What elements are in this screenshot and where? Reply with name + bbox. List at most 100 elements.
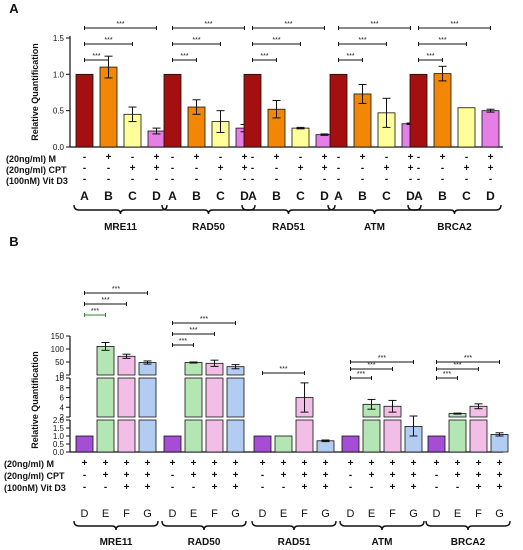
sign-b-0-0-1: + [103, 458, 109, 469]
sign-a-1-0-2: - [219, 152, 222, 163]
sign-a-0-2-1: - [107, 174, 110, 185]
sig-b-4-3-label: *** [464, 355, 472, 362]
sig-b-0-3-label: *** [112, 286, 120, 293]
treatment-label-b-2: (100nM) Vit D3 [4, 483, 66, 493]
sign-b-3-0-1: + [369, 458, 375, 469]
bar-letter-b-4-3: G [495, 508, 504, 520]
sign-a-4-2-0: - [417, 174, 420, 185]
sign-b-4-0-2: + [476, 458, 482, 469]
y-tick-label-b-8: 8 [60, 384, 65, 393]
sign-a-4-0-3: + [488, 152, 494, 163]
sign-b-1-2-0: - [171, 482, 174, 493]
sig-a-3-3-label: *** [370, 21, 378, 28]
sig-a-1-3-label: *** [204, 21, 212, 28]
panel-label-b: B [9, 234, 18, 249]
bar-a-rad50-a [163, 73, 182, 148]
sig-a-4-1-label: *** [426, 53, 434, 60]
bar-letter-a-4-2: C [462, 189, 471, 203]
sign-a-4-2-2: - [465, 174, 468, 185]
bar-letter-b-2-0: D [259, 508, 267, 520]
bar-b-mre11-g [138, 419, 157, 453]
sign-a-3-2-2: - [385, 174, 388, 185]
y-tick-label-b-7: 6 [60, 394, 65, 403]
bar-b-rad50-g-mid [226, 377, 245, 418]
panel-b: B0.00.51.01.52.0246810050100150Relative … [4, 234, 511, 548]
bar-letter-a-2-0: A [248, 189, 257, 203]
sign-a-3-0-1: + [360, 152, 366, 163]
sign-a-1-2-3: - [243, 174, 246, 185]
sign-b-4-2-2: + [476, 482, 482, 493]
sign-a-1-0-0: - [171, 152, 174, 163]
y-tick-label-a-0: 0.0 [53, 143, 65, 152]
bar-letter-b-0-0: D [81, 508, 89, 520]
group-label-a-1: RAD50 [192, 222, 225, 233]
bar-letter-a-4-1: B [438, 189, 447, 203]
sign-a-4-0-2: - [465, 152, 468, 163]
sign-a-1-1-3: + [242, 163, 248, 174]
bar-b-rad50-f-mid [205, 377, 224, 418]
treatment-label-b-0: (20ng/ml) M [4, 459, 54, 469]
sign-b-3-0-2: + [390, 458, 396, 469]
sign-a-2-2-0: - [251, 174, 254, 185]
bar-letter-b-4-1: E [454, 508, 461, 520]
y-tick-label-a-3: 1.5 [53, 34, 65, 43]
sig-a-3-1-label: *** [346, 53, 354, 60]
bar-a-rad51-a [243, 73, 262, 148]
sign-b-0-2-3: + [145, 482, 151, 493]
bar-letter-a-3-2: C [382, 189, 391, 203]
sign-a-2-0-1: + [274, 152, 280, 163]
sign-a-0-0-0: - [83, 152, 86, 163]
sig-b-3-2-label: *** [367, 362, 375, 369]
bar-a-mre11-b [99, 66, 118, 148]
bar-letter-a-0-3: D [152, 189, 161, 203]
bar-b-mre11-e-mid [96, 377, 115, 418]
bar-letter-a-2-2: C [296, 189, 305, 203]
sig-a-0-2-label: *** [104, 37, 112, 44]
sign-a-0-2-0: - [83, 174, 86, 185]
bar-b-atm-d [341, 435, 360, 453]
sign-a-2-2-2: - [299, 174, 302, 185]
bar-b-brca2-f [469, 419, 488, 453]
sign-b-2-1-0: - [261, 470, 264, 481]
bar-b-atm-e [362, 419, 381, 453]
sign-b-2-2-2: + [302, 482, 308, 493]
y-tick-label-b-0: 0.0 [53, 448, 65, 457]
sign-b-2-0-2: + [302, 458, 308, 469]
sig-a-3-2-label: *** [358, 37, 366, 44]
sign-b-3-0-0: + [348, 458, 354, 469]
sign-b-4-2-1: - [456, 482, 459, 493]
sig-a-0-3-label: *** [116, 21, 124, 28]
sign-b-3-1-1: + [369, 470, 375, 481]
sign-b-2-0-3: + [323, 458, 329, 469]
bar-letter-b-2-1: E [280, 508, 287, 520]
y-tick-label-b-3: 1.5 [53, 424, 65, 433]
sign-a-0-0-3: + [154, 152, 160, 163]
bar-b-rad50-e-upper [184, 362, 203, 376]
bar-letter-b-0-3: G [143, 508, 152, 520]
sign-b-2-2-3: + [323, 482, 329, 493]
sign-b-2-2-1: - [282, 482, 285, 493]
sig-b-2-2-label: *** [279, 366, 287, 373]
sign-a-2-0-2: - [299, 152, 302, 163]
bar-letter-a-0-2: C [128, 189, 137, 203]
group-label-a-2: RAD51 [272, 222, 305, 233]
sign-a-3-1-2: + [384, 163, 390, 174]
sign-a-1-1-2: + [218, 163, 224, 174]
sig-a-2-2-label: *** [272, 37, 280, 44]
bar-letter-b-3-0: D [347, 508, 355, 520]
sign-b-1-2-3: + [233, 482, 239, 493]
y-tick-label-b-5: 2 [60, 413, 65, 422]
bar-letter-a-4-3: D [486, 189, 495, 203]
y-axis-title-b: Relative Quantification [30, 351, 40, 449]
sign-b-3-2-0: - [349, 482, 352, 493]
y-tick-label-b-1: 0.5 [53, 440, 65, 449]
sign-a-2-2-3: - [323, 174, 326, 185]
group-bracket-a-4 [407, 204, 502, 215]
sign-b-0-0-0: + [82, 458, 88, 469]
group-label-a-4: BRCA2 [437, 222, 472, 233]
sign-a-0-1-2: + [130, 163, 136, 174]
sign-b-2-1-2: + [302, 470, 308, 481]
group-label-a-0: MRE11 [104, 222, 137, 233]
sign-a-2-1-1: - [275, 163, 278, 174]
